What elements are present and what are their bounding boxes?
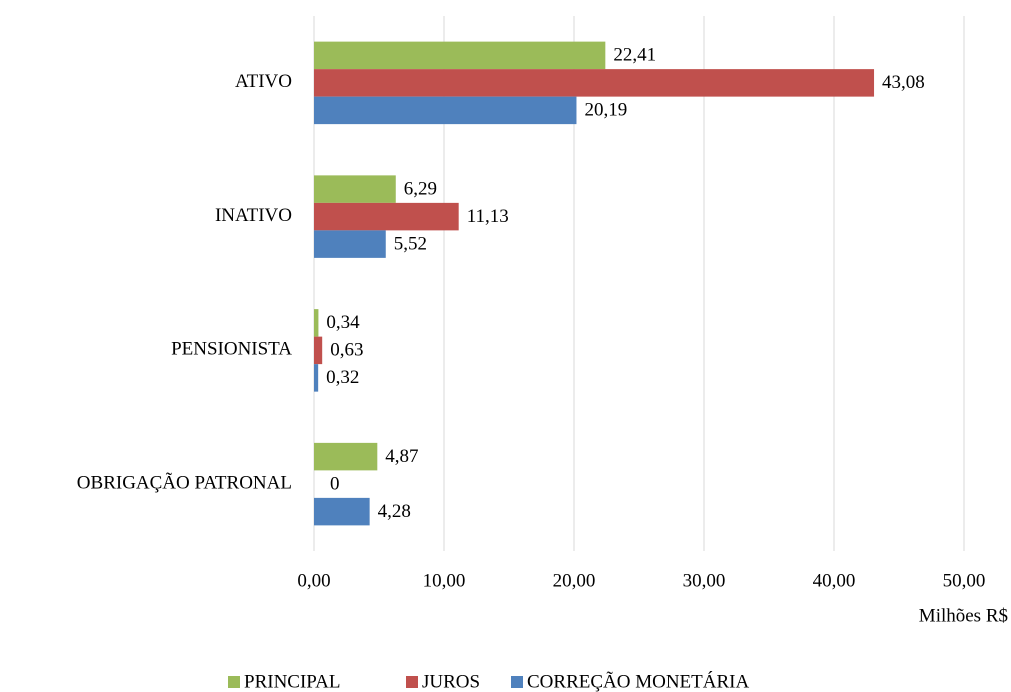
data-label: 0,63 <box>330 340 363 361</box>
data-label: 11,13 <box>467 206 509 227</box>
legend-label: JUROS <box>422 671 480 692</box>
data-label: 5,52 <box>394 233 427 254</box>
bar <box>314 497 370 526</box>
bar <box>314 336 323 365</box>
bar <box>314 364 319 392</box>
x-tick-label: 10,00 <box>423 570 466 591</box>
data-label: 0,32 <box>326 367 359 388</box>
x-tick-label: 0,00 <box>297 570 330 591</box>
bar <box>314 202 459 231</box>
x-tick-label: 20,00 <box>553 570 596 591</box>
x-tick-label: 40,00 <box>813 570 856 591</box>
y-tick-label: INATIVO <box>215 205 292 226</box>
legend-label: CORREÇÃO MONETÁRIA <box>527 670 749 692</box>
legend-swatch <box>511 676 523 688</box>
bar <box>314 230 386 258</box>
bar <box>314 69 875 97</box>
bar <box>314 309 319 337</box>
data-label: 22,41 <box>613 45 656 66</box>
legend-label: PRINCIPAL <box>244 671 340 692</box>
legend-swatch <box>406 676 418 688</box>
x-axis-label: Milhões R$ <box>919 605 1008 626</box>
bar <box>314 442 378 471</box>
data-label: 20,19 <box>584 100 627 121</box>
x-tick-label: 50,00 <box>943 570 986 591</box>
bar <box>314 96 577 125</box>
bar <box>314 41 606 70</box>
data-label: 0,34 <box>326 312 360 333</box>
data-label: 43,08 <box>882 72 925 93</box>
legend-swatch <box>228 676 240 688</box>
data-label: 6,29 <box>404 178 437 199</box>
y-tick-label: PENSIONISTA <box>171 339 292 360</box>
data-label: 4,28 <box>378 501 411 522</box>
bar <box>314 175 396 203</box>
y-tick-label: OBRIGAÇÃO PATRONAL <box>77 471 292 493</box>
y-tick-label: ATIVO <box>235 71 292 92</box>
data-label: 4,87 <box>385 446 418 467</box>
x-tick-label: 30,00 <box>683 570 726 591</box>
data-label: 0 <box>330 473 340 494</box>
